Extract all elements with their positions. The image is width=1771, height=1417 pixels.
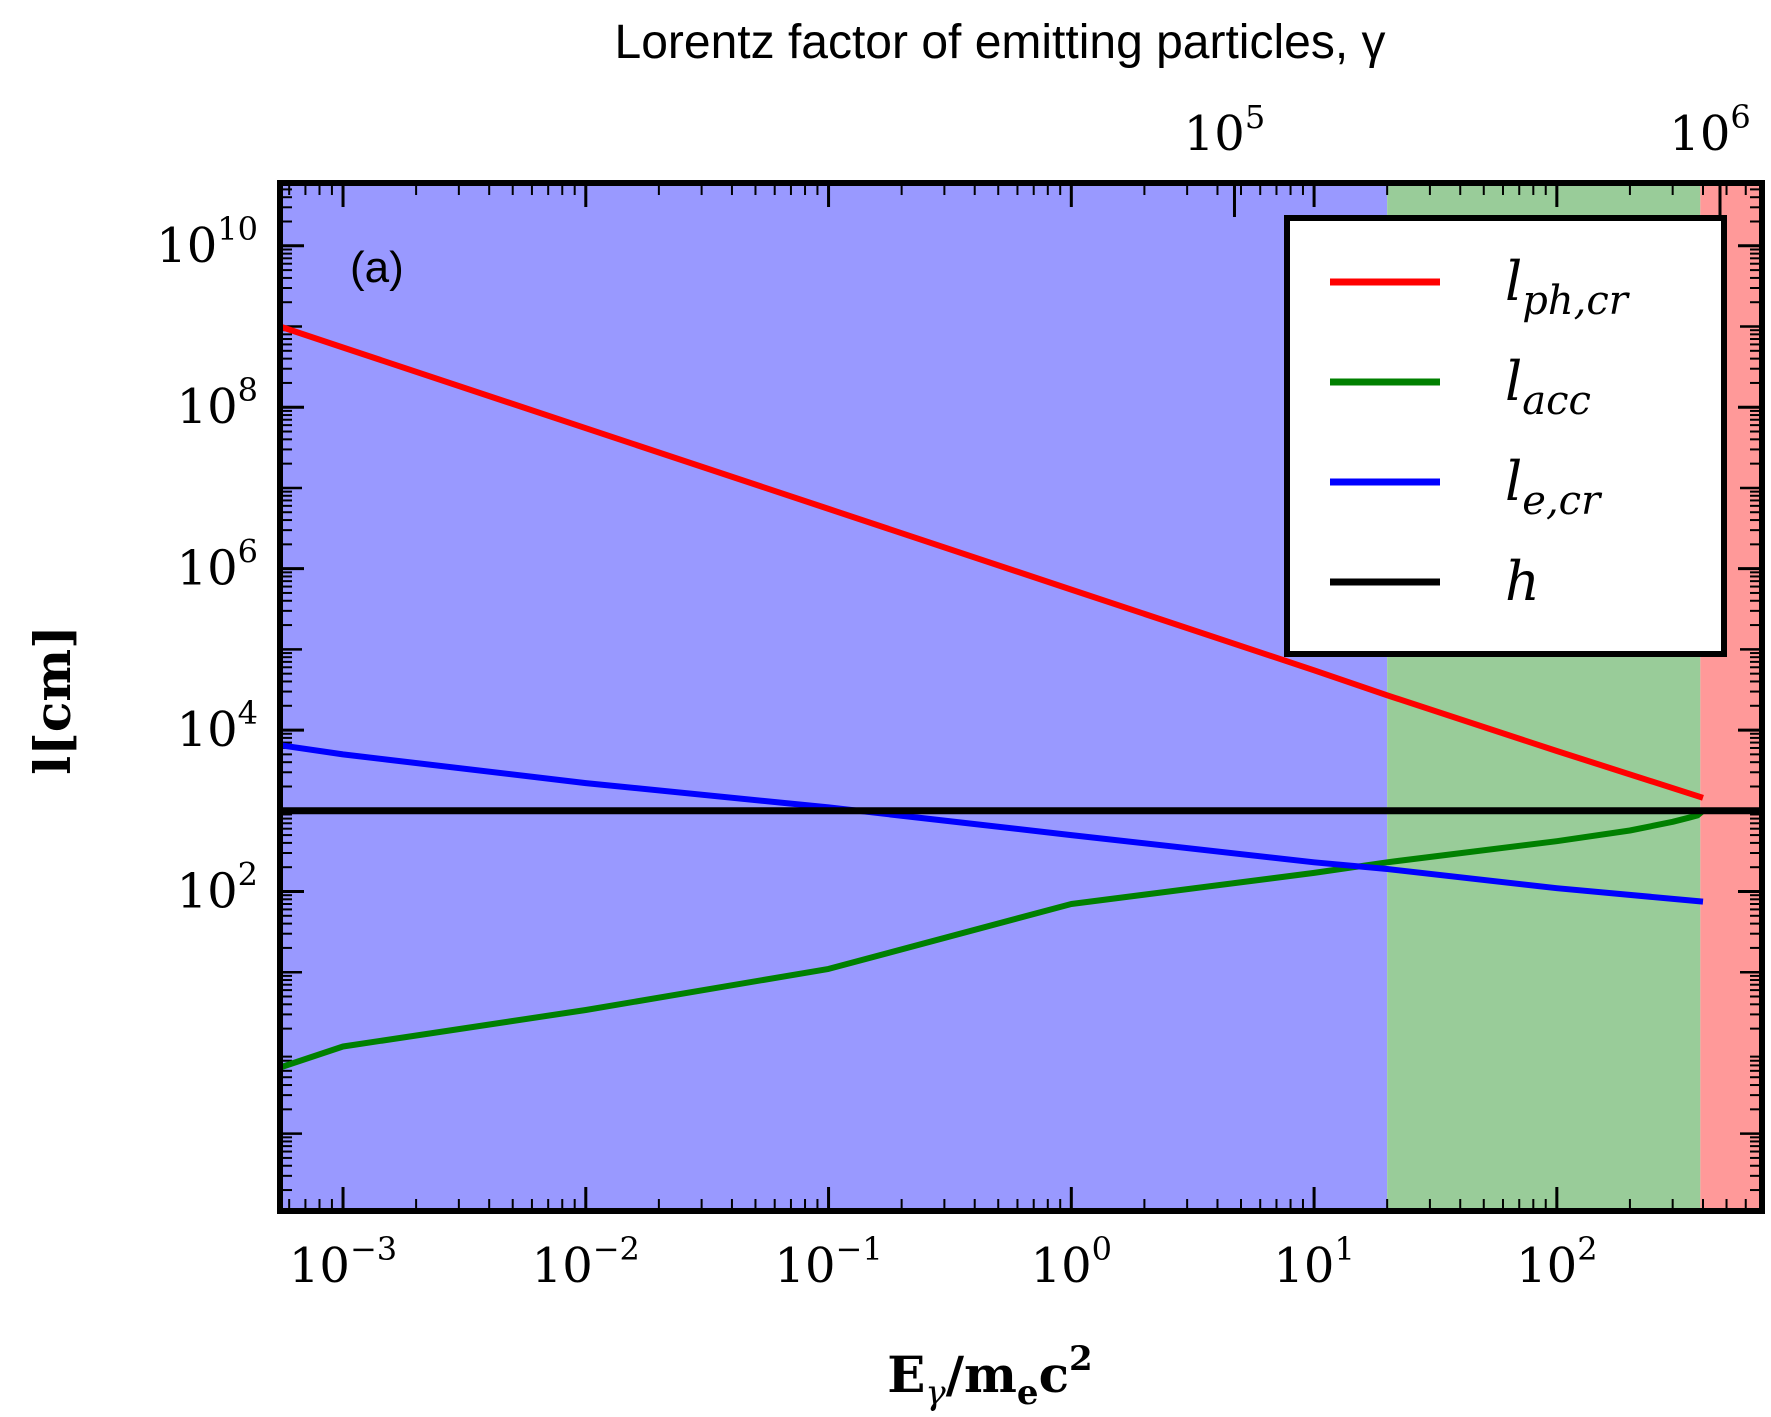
y-axis-label-main: l: [23, 756, 82, 775]
y-tick-label-exp: 8: [238, 371, 258, 409]
x-tick-label-base: 10: [1516, 1238, 1577, 1294]
legend-label-main: l: [1505, 250, 1522, 313]
y-tick-label-base: 10: [177, 863, 238, 919]
x-tick-label: 10−1: [774, 1230, 882, 1294]
legend-label-main: l: [1505, 350, 1522, 413]
x-tick-label-base: 10: [289, 1238, 350, 1294]
x-tick-label: 10−2: [532, 1230, 640, 1294]
x-axis-label-sup: 2: [1069, 1339, 1093, 1379]
top-tick-label-exp: 6: [1730, 98, 1750, 136]
x-tick-label: 10−3: [289, 1230, 397, 1294]
legend-label-sub: ph,cr: [1522, 278, 1630, 324]
blue-region: [280, 183, 1388, 1211]
series-lecr-line: [279, 742, 1704, 905]
series-lph-line: [279, 323, 1704, 801]
y-tick-label: 104: [177, 694, 258, 758]
y-tick-label-base: 10: [156, 218, 217, 274]
x-axis-label-c: c: [1039, 1345, 1069, 1404]
plot-frame: [277, 180, 1765, 1214]
y-tick-label-exp: 4: [238, 694, 258, 732]
top-tick-label-base: 10: [1669, 106, 1730, 162]
y-tick-label-base: 10: [177, 541, 238, 597]
top-tick-label-base: 10: [1184, 106, 1245, 162]
x-axis-label: Eγ/mec2: [887, 1339, 1092, 1413]
legend-label-lph: lph,cr: [1505, 250, 1631, 324]
y-tick-label: 1010: [156, 210, 258, 274]
x-tick-label-base: 10: [774, 1238, 835, 1294]
y-axis-label-unit: [cm]: [23, 625, 82, 756]
y-tick-label: 108: [177, 371, 258, 435]
top-tick-label-exp: 5: [1245, 98, 1265, 136]
legend-label-main: l: [1505, 450, 1522, 513]
top-tick-label: 106: [1669, 98, 1750, 162]
x-tick-label-exp: 0: [1092, 1230, 1112, 1268]
x-axis-label-m: m: [964, 1345, 1017, 1404]
x-tick-label: 101: [1273, 1230, 1354, 1294]
legend-label-h: h: [1505, 550, 1540, 613]
series-lacc-line: [279, 808, 1705, 1071]
top-tick-labels: 105 106: [1184, 98, 1751, 162]
major-ticks: [280, 183, 1762, 1211]
legend-label-main: h: [1505, 550, 1540, 613]
y-axis-label: l[cm]: [23, 625, 82, 775]
series-lines: [279, 323, 1762, 1071]
x-tick-label: 102: [1516, 1230, 1597, 1294]
panel-label: (a): [350, 243, 404, 292]
legend-label-sub: e,cr: [1522, 478, 1603, 524]
x-axis-label-slash: /: [946, 1345, 965, 1404]
y-tick-label: 102: [177, 855, 258, 919]
y-tick-label-base: 10: [177, 379, 238, 435]
top-tick-label: 105: [1184, 98, 1265, 162]
top-axis-title: Lorentz factor of emitting particles, γ: [615, 16, 1386, 69]
legend-label-lecr: le,cr: [1505, 450, 1603, 524]
legend-label-sub: acc: [1522, 378, 1591, 424]
x-tick-label-exp: −2: [593, 1230, 640, 1268]
x-tick-label-exp: −1: [836, 1230, 883, 1268]
x-tick-label-base: 10: [1273, 1238, 1334, 1294]
x-tick-labels: 10−3 10−2 10−1 100 101 102: [289, 1230, 1598, 1294]
x-tick-label-exp: 1: [1334, 1230, 1354, 1268]
y-tick-label-exp: 10: [217, 210, 258, 248]
y-tick-label: 106: [177, 533, 258, 597]
x-axis-label-sub1: γ: [925, 1373, 946, 1413]
y-tick-label-exp: 2: [238, 855, 258, 893]
x-tick-label-exp: −3: [350, 1230, 397, 1268]
x-axis-label-main: E: [887, 1345, 925, 1404]
x-tick-label: 100: [1031, 1230, 1112, 1294]
y-tick-label-exp: 6: [238, 533, 258, 571]
x-tick-label-base: 10: [1031, 1238, 1092, 1294]
x-tick-label-base: 10: [532, 1238, 593, 1294]
x-tick-label-exp: 2: [1577, 1230, 1597, 1268]
x-axis-label-sub2: e: [1017, 1373, 1039, 1413]
legend-label-lacc: lacc: [1505, 350, 1591, 424]
y-tick-label-base: 10: [177, 702, 238, 758]
